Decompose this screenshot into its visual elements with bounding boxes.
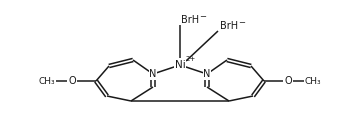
Text: O: O — [284, 76, 292, 86]
Text: −: − — [238, 18, 245, 28]
Text: −: − — [199, 12, 206, 22]
Text: 2+: 2+ — [186, 56, 196, 62]
Text: Ni: Ni — [175, 60, 185, 70]
Text: CH₃: CH₃ — [39, 76, 55, 85]
Text: BrH: BrH — [181, 15, 199, 25]
Text: BrH: BrH — [220, 21, 238, 31]
Text: N: N — [203, 69, 211, 79]
Text: CH₃: CH₃ — [305, 76, 321, 85]
Text: O: O — [68, 76, 76, 86]
Text: N: N — [149, 69, 157, 79]
